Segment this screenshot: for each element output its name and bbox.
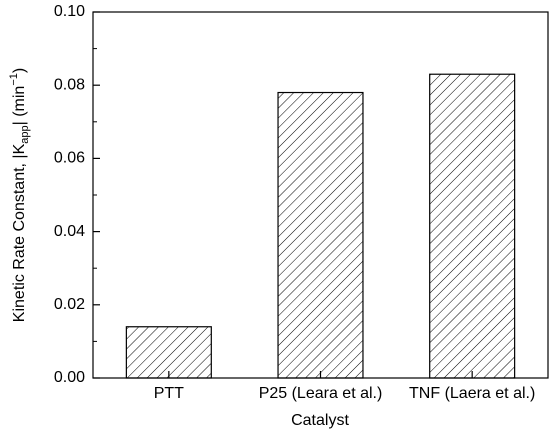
y-tick-label: 0.06 bbox=[54, 150, 85, 167]
x-tick-label: PTT bbox=[154, 385, 184, 402]
x-axis-title: Catalyst bbox=[291, 412, 349, 429]
bar bbox=[429, 73, 516, 379]
y-tick-label: 0.10 bbox=[54, 3, 85, 20]
y-axis-title-part: Kinetic Rate Constant, |K bbox=[11, 143, 28, 322]
y-axis-title: Kinetic Rate Constant, |Kapp| (min−1) bbox=[8, 68, 31, 322]
y-axis-title-part: −1 bbox=[8, 73, 20, 86]
y-tick-label: 0.04 bbox=[54, 223, 85, 240]
bar bbox=[277, 91, 364, 379]
x-tick-label: TNF (Laera et al.) bbox=[409, 385, 535, 402]
y-tick-label: 0.02 bbox=[54, 296, 85, 313]
y-axis-title-part: ) bbox=[11, 68, 28, 73]
x-tick-label: P25 (Leara et al.) bbox=[259, 385, 383, 402]
y-axis-title-part: app bbox=[19, 125, 31, 143]
y-tick-label: 0.00 bbox=[54, 369, 85, 386]
bar bbox=[125, 326, 212, 379]
y-tick-label: 0.08 bbox=[54, 76, 85, 93]
y-axis-title-part: | (min bbox=[11, 86, 28, 126]
